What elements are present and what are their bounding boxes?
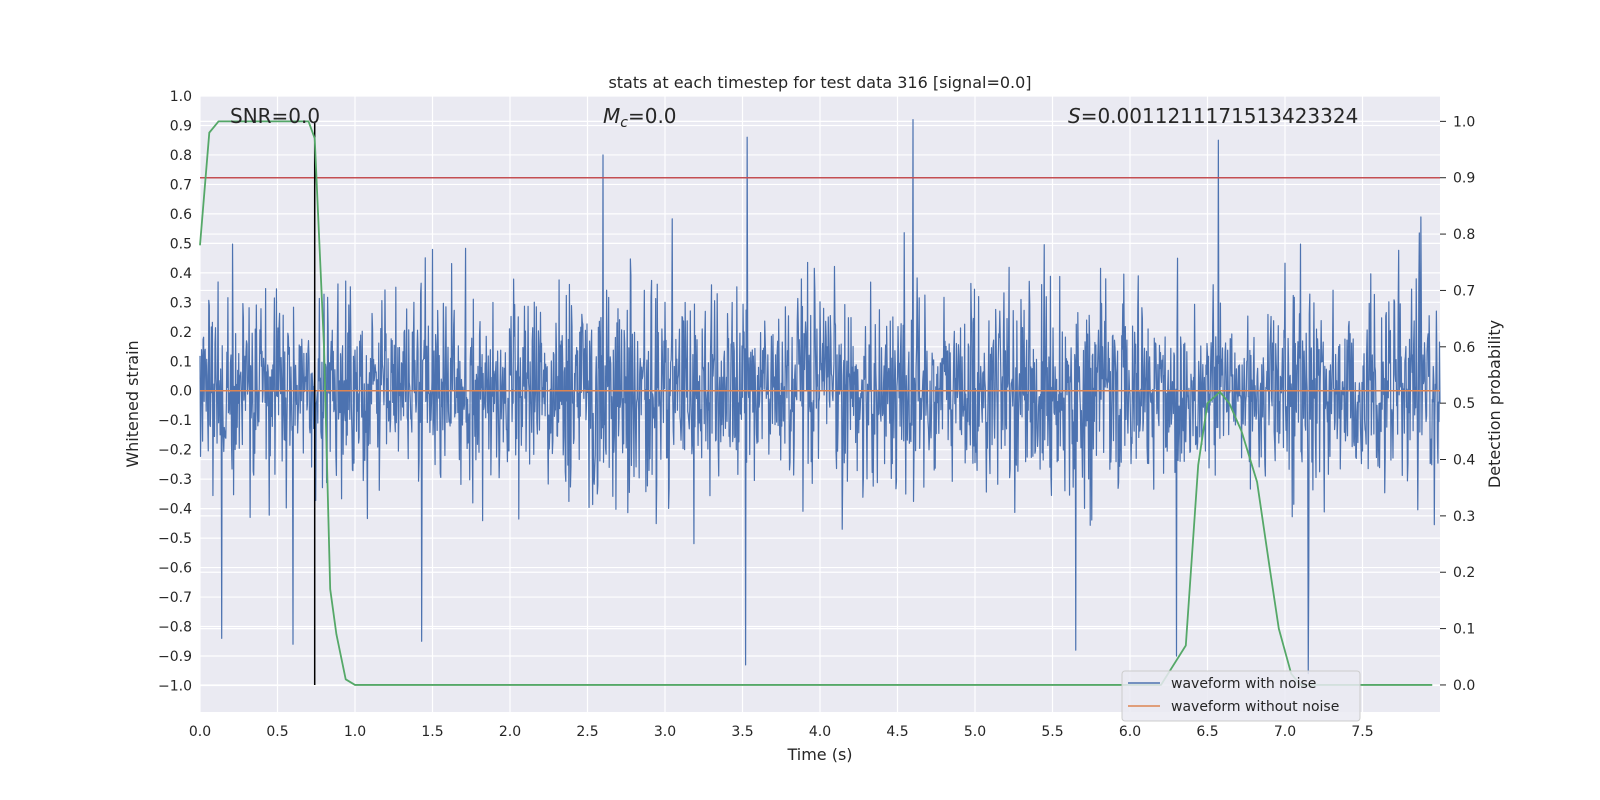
mc-subscript: c xyxy=(620,115,628,131)
y-left-tick-label: 0.5 xyxy=(170,236,192,252)
ticks: 0.0 0.5 1.0 1.5 2.0 2.5 3.0 3.5 4.0 4.5 5.0 5.5 6.0 6… xyxy=(158,89,1475,740)
y-right-tick-label: 0.1 xyxy=(1453,622,1475,638)
y-right-tick-label: 0.0 xyxy=(1453,678,1475,694)
y-right-tick-label: 0.5 xyxy=(1453,396,1475,412)
x-tick-label: 4.5 xyxy=(886,724,908,740)
detection-probability-line xyxy=(199,120,1433,686)
s-symbol: S xyxy=(1068,104,1081,128)
y-left-tick-label: −0.1 xyxy=(158,413,192,429)
y-left-tick-label: 0.8 xyxy=(170,148,192,164)
mc-annotation: Mc=0.0 xyxy=(603,104,677,131)
y-left-tick-label: −0.7 xyxy=(158,590,192,606)
y-left-tick-label: 0.1 xyxy=(170,354,192,370)
noise-series xyxy=(199,118,1441,675)
y-right-tick-label: 0.2 xyxy=(1453,565,1475,581)
y-right-tick-label: 0.4 xyxy=(1453,453,1475,469)
y-left-tick-label: 0.0 xyxy=(170,384,192,400)
legend-box xyxy=(1121,670,1361,722)
y-left-tick-label: −1.0 xyxy=(158,678,192,694)
legend-label-noise: waveform with noise xyxy=(1171,676,1316,692)
y-left-tick-label: 0.9 xyxy=(170,118,192,134)
y-left-tick-label: −0.8 xyxy=(158,620,192,636)
x-tick-label: 2.0 xyxy=(499,724,521,740)
x-tick-label: 5.0 xyxy=(964,724,986,740)
s-value: =0.0011211171513423324 xyxy=(1081,104,1359,128)
x-tick-label: 6.0 xyxy=(1119,724,1141,740)
y-right-tick-label: 0.7 xyxy=(1453,283,1475,299)
x-tick-label: 6.5 xyxy=(1196,724,1218,740)
y-right-tick-label: 0.8 xyxy=(1453,227,1475,243)
y-left-tick-label: −0.5 xyxy=(158,531,192,547)
x-tick-label: 7.0 xyxy=(1274,724,1296,740)
y-left-tick-label: −0.6 xyxy=(158,561,192,577)
y-left-tick-label: 0.7 xyxy=(170,177,192,193)
y-axis-label-left: Whitened strain xyxy=(123,340,142,467)
waveform-with-noise-line xyxy=(199,118,1441,675)
x-axis-label: Time (s) xyxy=(786,745,852,764)
y-right-tick-label: 0.3 xyxy=(1453,509,1475,525)
mc-value: =0.0 xyxy=(628,104,677,128)
y-left-tick-label: 0.2 xyxy=(170,325,192,341)
y-left-tick-label: −0.4 xyxy=(158,502,192,518)
x-tick-label: 1.5 xyxy=(421,724,443,740)
y-left-tick-label: −0.2 xyxy=(158,443,192,459)
y-right-tick-label: 0.9 xyxy=(1453,171,1475,187)
x-tick-label: 3.0 xyxy=(654,724,676,740)
y-left-tick-label: −0.3 xyxy=(158,472,192,488)
x-tick-label: 0.0 xyxy=(189,724,211,740)
x-tick-label: 0.5 xyxy=(266,724,288,740)
y-left-tick-label: 0.4 xyxy=(170,266,192,282)
y-left-tick-label: 0.6 xyxy=(170,207,192,223)
mc-symbol: M xyxy=(603,104,620,128)
lines xyxy=(199,120,1440,686)
y-right-tick-label: 1.0 xyxy=(1453,114,1475,130)
x-tick-label: 4.0 xyxy=(809,724,831,740)
chart-title: stats at each timestep for test data 316… xyxy=(608,73,1031,92)
legend: waveform with noise waveform without noi… xyxy=(1121,670,1361,722)
s-annotation: S=0.0011211171513423324 xyxy=(1068,104,1358,128)
x-tick-label: 1.0 xyxy=(344,724,366,740)
y-left-tick-label: 0.3 xyxy=(170,295,192,311)
y-left-tick-label: −0.9 xyxy=(158,649,192,665)
x-tick-label: 3.5 xyxy=(731,724,753,740)
y-right-tick-label: 0.6 xyxy=(1453,340,1475,356)
x-tick-label: 5.5 xyxy=(1041,724,1063,740)
y-left-tick-label: 1.0 xyxy=(170,89,192,105)
legend-label-clean: waveform without noise xyxy=(1171,699,1339,715)
y-axis-label-right: Detection probability xyxy=(1485,320,1504,488)
x-tick-label: 2.5 xyxy=(576,724,598,740)
snr-annotation: SNR=0.0 xyxy=(230,104,320,128)
x-tick-label: 7.5 xyxy=(1351,724,1373,740)
